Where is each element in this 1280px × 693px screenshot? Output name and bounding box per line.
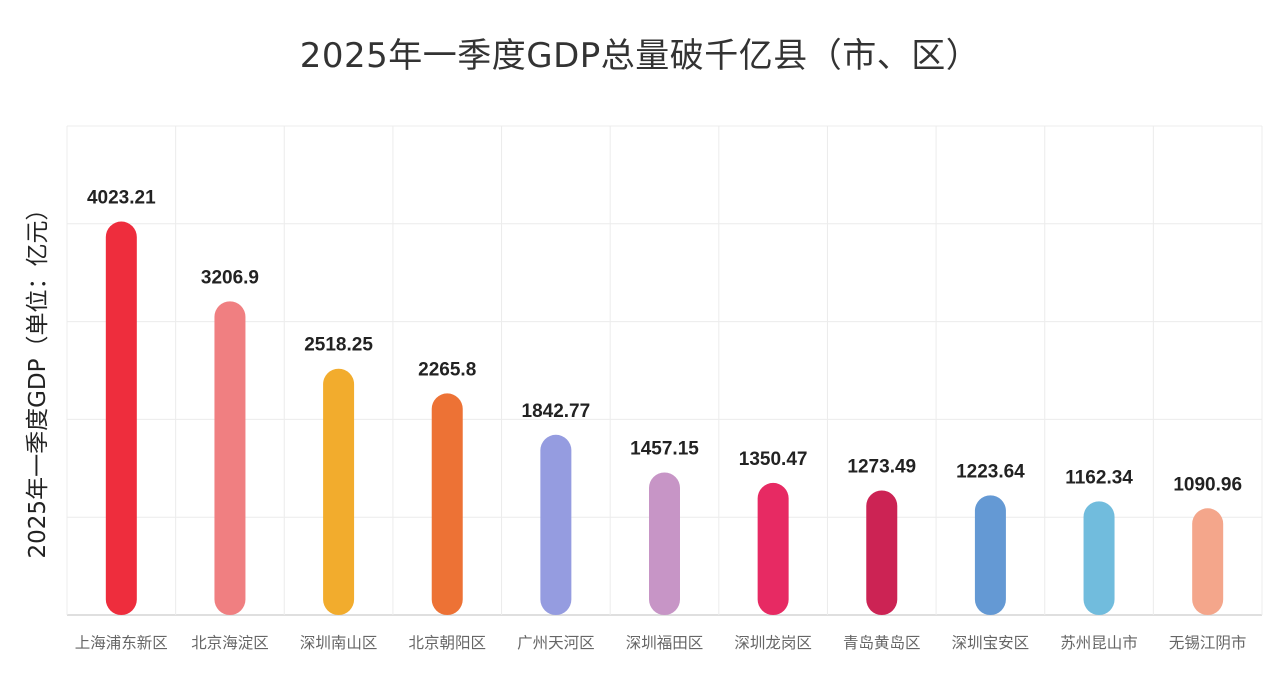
x-tick-label: 北京朝阳区 (408, 634, 486, 652)
bar (431, 393, 463, 615)
data-label: 1223.64 (956, 461, 1025, 482)
x-tick-label: 深圳宝安区 (952, 634, 1030, 652)
x-tick-label: 北京海淀区 (191, 634, 269, 652)
bar (974, 495, 1006, 615)
bar (866, 490, 898, 615)
x-tick-label: 无锡江阴市 (1169, 634, 1247, 652)
data-label: 1457.15 (630, 438, 699, 459)
chart-title: 2025年一季度GDP总量破千亿县（市、区） (299, 36, 981, 76)
data-label: 4023.21 (87, 188, 156, 209)
data-label: 2265.8 (418, 359, 476, 380)
data-label: 1162.34 (1065, 467, 1133, 488)
x-tick-label: 上海浦东新区 (75, 634, 168, 652)
bar (649, 472, 680, 615)
data-label: 3206.9 (201, 267, 259, 288)
data-label: 1090.96 (1173, 474, 1242, 495)
bar (323, 368, 355, 615)
bar (105, 221, 137, 615)
data-label: 1350.47 (739, 449, 808, 470)
x-tick-label: 广州天河区 (517, 634, 595, 652)
category-labels: 上海浦东新区 北京海淀区 深圳南山区 北京朝阳区 广州天河区 深圳福田区 深圳龙岗区 青岛黄岛… (75, 634, 1247, 652)
bar (1192, 508, 1224, 615)
data-label: 1842.77 (522, 401, 591, 422)
x-tick-label: 苏州昆山市 (1060, 634, 1138, 652)
x-tick-label: 深圳龙岗区 (734, 634, 812, 652)
data-labels: 4023.21 3206.9 2518.25 2265.8 1842.77 1457.15… (87, 188, 1242, 496)
x-tick-label: 深圳南山区 (300, 634, 378, 652)
data-label: 1273.49 (847, 456, 916, 477)
bar (214, 301, 246, 615)
bar (1083, 501, 1115, 615)
bar (757, 482, 789, 615)
data-label: 2518.25 (304, 335, 373, 356)
x-tick-label: 青岛黄岛区 (843, 634, 921, 652)
x-tick-label: 深圳福田区 (626, 634, 704, 652)
bars (105, 221, 1224, 615)
bar (540, 434, 572, 615)
